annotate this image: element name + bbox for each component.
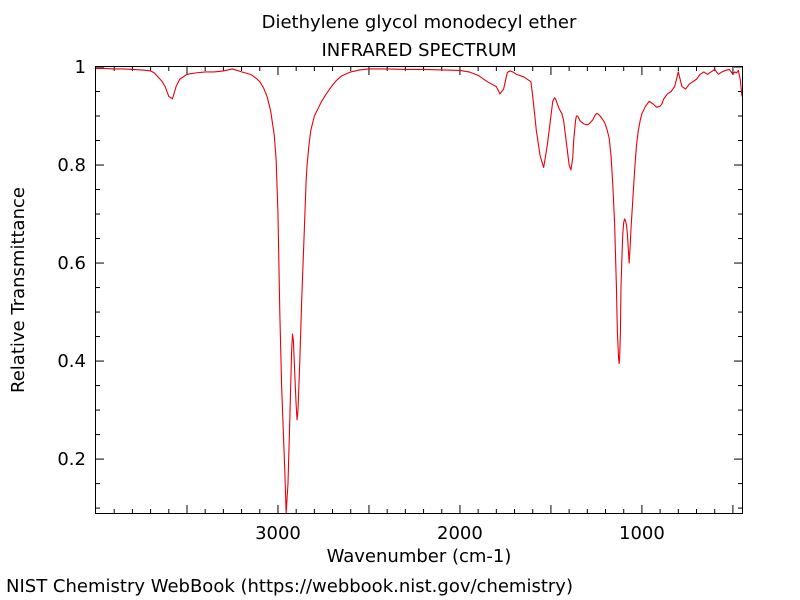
x-axis-label: Wavenumber (cm-1) bbox=[327, 546, 512, 567]
y-tick-label: 1 bbox=[75, 57, 86, 78]
y-tick-label: 0.2 bbox=[57, 449, 86, 470]
source-footer: NIST Chemistry WebBook (https://webbook.… bbox=[6, 576, 573, 597]
y-axis-ticks: 0.2 0.4 0.6 0.8 1 bbox=[57, 57, 742, 509]
y-axis-label: Relative Transmittance bbox=[8, 187, 29, 393]
y-tick-label: 0.6 bbox=[57, 253, 86, 274]
x-tick-label: 1000 bbox=[619, 523, 665, 544]
x-axis-ticks: 3000 2000 1000 bbox=[113, 67, 734, 544]
series-line-transmittance bbox=[96, 67, 743, 514]
chart-subtitle: INFRARED SPECTRUM bbox=[321, 40, 516, 61]
x-tick-label: 3000 bbox=[255, 523, 301, 544]
chart-title: Diethylene glycol monodecyl ether bbox=[262, 12, 577, 33]
plot-frame bbox=[95, 66, 743, 514]
x-tick-label: 2000 bbox=[437, 523, 483, 544]
y-tick-label: 0.8 bbox=[57, 155, 86, 176]
y-tick-label: 0.4 bbox=[57, 351, 86, 372]
